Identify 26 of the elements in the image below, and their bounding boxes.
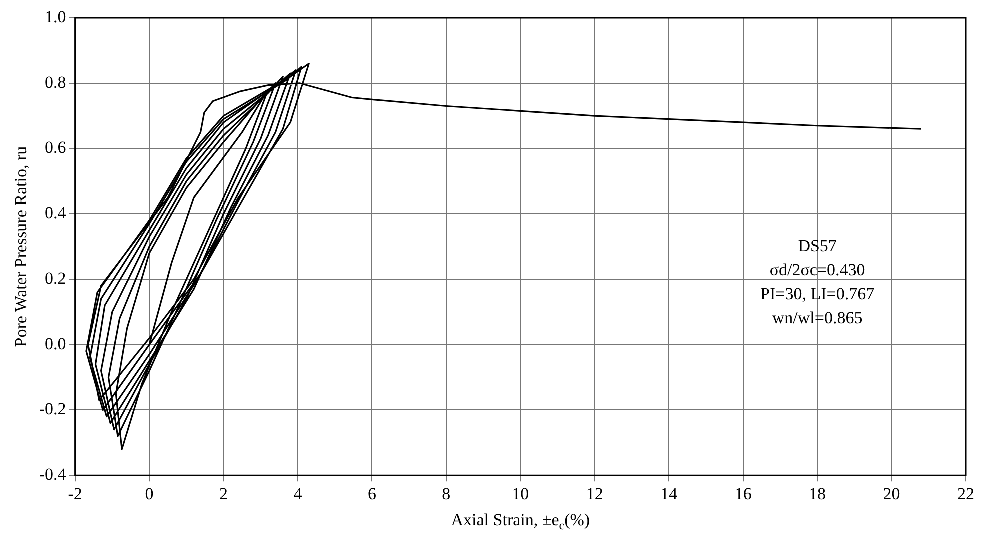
x-tick-label: 20 [883, 484, 900, 504]
x-tick-label: 12 [586, 484, 604, 504]
x-tick-label: 22 [958, 484, 974, 504]
y-tick-label: 0.6 [45, 138, 66, 158]
annotation: σd/2σc=0.430 [770, 260, 866, 280]
x-tick-label: 2 [220, 484, 228, 504]
y-tick-label: 0.4 [45, 204, 67, 223]
x-tick-label: -2 [68, 484, 82, 504]
y-tick-label: 1.0 [45, 7, 66, 26]
y-tick-label: -0.2 [39, 400, 66, 419]
x-tick-label: 8 [442, 484, 451, 504]
x-tick-label: 18 [809, 484, 826, 504]
x-tick-label: 6 [368, 484, 376, 504]
y-tick-label: 0.0 [45, 334, 66, 354]
annotation: PI=30, LI=0.767 [760, 284, 876, 304]
x-tick-label: 0 [145, 484, 154, 504]
y-tick-label: 0.2 [45, 268, 66, 288]
x-tick-label: 4 [294, 484, 303, 504]
y-tick-label: 0.8 [45, 72, 66, 92]
y-tick-label: -0.4 [39, 465, 67, 484]
annotation: DS57 [798, 236, 838, 256]
x-tick-label: 16 [734, 484, 752, 504]
annotation: wn/wl=0.865 [772, 308, 863, 328]
x-tick-label: 10 [512, 484, 530, 504]
y-axis-title: Pore Water Pressure Ratio, ru [12, 146, 31, 348]
x-tick-label: 14 [660, 484, 678, 504]
